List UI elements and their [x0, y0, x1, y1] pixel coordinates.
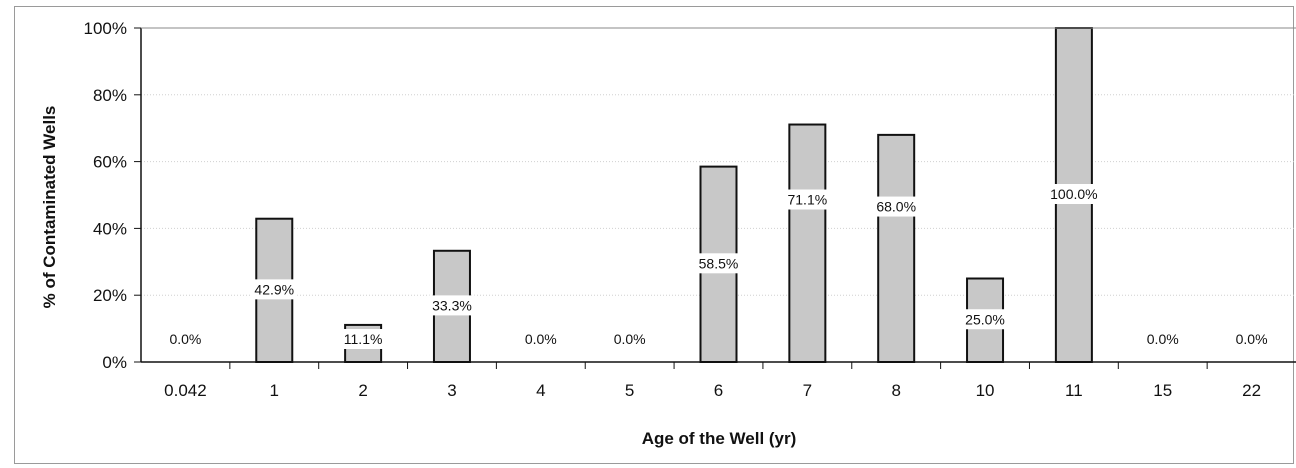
data-label: 71.1%: [787, 192, 827, 208]
data-label: 0.0%: [525, 331, 557, 347]
x-tick-label: 3: [447, 381, 456, 400]
x-tick-label: 2: [358, 381, 367, 400]
data-label-bg: [610, 329, 649, 349]
x-axis-title: Age of the Well (yr): [642, 429, 797, 448]
y-tick-labels: 0% 20% 40% 60% 80% 100%: [84, 19, 127, 372]
x-tick-label: 15: [1153, 381, 1172, 400]
data-label: 0.0%: [614, 331, 646, 347]
data-label-bg: [1232, 329, 1271, 349]
data-label-bg: [166, 329, 205, 349]
data-label-bg: [521, 329, 560, 349]
data-label-bg: [428, 295, 475, 316]
data-label-bg: [962, 309, 1009, 330]
bar: [788, 123, 827, 363]
x-tick-label: 7: [803, 381, 812, 400]
x-tick-label: 22: [1242, 381, 1261, 400]
data-label: 0.0%: [1236, 331, 1268, 347]
data-label: 0.0%: [169, 331, 201, 347]
x-tick-label: 5: [625, 381, 634, 400]
x-tick-label: 8: [891, 381, 900, 400]
x-tick-label: 0.042: [164, 381, 207, 400]
data-label-bg: [1143, 329, 1182, 349]
x-tick-labels: 0.042 1 2 3 4 5 6 7 8 10 11 15 22: [164, 381, 1261, 400]
data-label-bg: [251, 279, 298, 300]
x-tick-label: 10: [976, 381, 995, 400]
data-label: 11.1%: [344, 331, 383, 347]
data-label: 0.0%: [1147, 331, 1179, 347]
axes: [134, 27, 1296, 369]
x-tick-label: 1: [270, 381, 279, 400]
y-tick-label: 0%: [102, 353, 127, 372]
x-tick-label: 11: [1065, 381, 1083, 400]
data-label: 100.0%: [1050, 186, 1097, 202]
y-tick-label: 40%: [93, 219, 127, 238]
y-tick-label: 60%: [93, 153, 127, 172]
bar: [877, 133, 916, 363]
data-label: 33.3%: [432, 297, 472, 313]
data-label: 25.0%: [965, 311, 1005, 327]
y-tick-label: 20%: [93, 286, 127, 305]
y-axis-title: % of Contaminated Wells: [40, 106, 59, 309]
data-label-bg: [340, 329, 387, 349]
x-tick-label: 4: [536, 381, 545, 400]
data-label: 68.0%: [876, 199, 916, 215]
data-label: 42.9%: [254, 281, 294, 297]
y-tick-label: 80%: [93, 86, 127, 105]
y-tick-label: 100%: [84, 19, 127, 38]
data-labels: 0.0% 42.9% 11.1% 33.3% 0.0% 0.0% 58.5% 71.1% 68.…: [166, 184, 1271, 349]
data-label-bg: [695, 253, 742, 274]
data-label: 58.5%: [699, 255, 739, 271]
x-tick-label: 6: [714, 381, 723, 400]
data-label-bg: [1046, 184, 1101, 204]
data-label-bg: [873, 196, 920, 217]
data-label-bg: [784, 189, 831, 210]
